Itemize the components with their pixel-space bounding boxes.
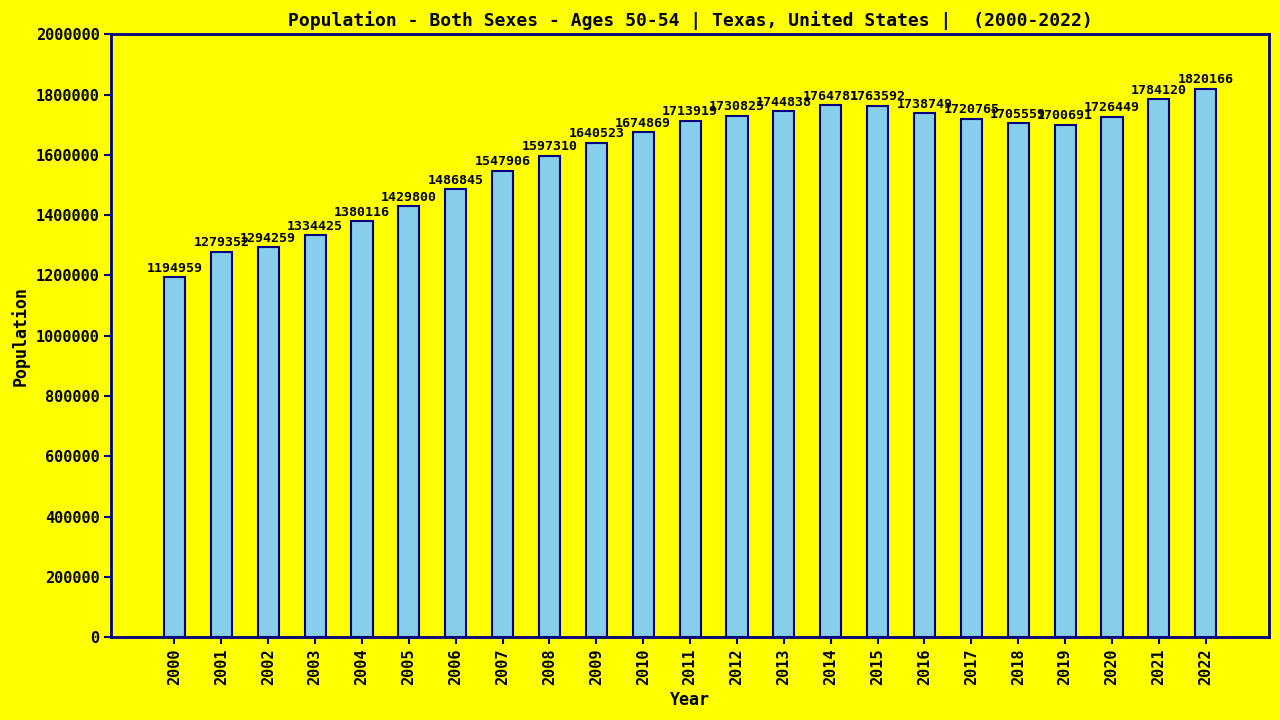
Text: 1720765: 1720765 — [943, 103, 1000, 116]
Bar — [445, 189, 466, 637]
Bar — [305, 235, 325, 637]
Text: 1784120: 1784120 — [1130, 84, 1187, 97]
Text: 1294259: 1294259 — [241, 232, 296, 245]
Text: 1334425: 1334425 — [287, 220, 343, 233]
Text: 1744838: 1744838 — [756, 96, 812, 109]
Text: 1194959: 1194959 — [146, 261, 202, 274]
Text: 1700691: 1700691 — [1037, 109, 1093, 122]
Bar — [1055, 125, 1075, 637]
Bar — [773, 112, 795, 637]
Bar — [727, 115, 748, 637]
X-axis label: Year: Year — [671, 691, 710, 709]
Text: 1429800: 1429800 — [381, 191, 436, 204]
Bar — [867, 106, 888, 637]
Text: 1279352: 1279352 — [193, 236, 250, 249]
Bar — [914, 113, 934, 637]
Bar — [961, 119, 982, 637]
Bar — [820, 105, 841, 637]
Bar — [1007, 123, 1029, 637]
Bar — [1101, 117, 1123, 637]
Bar — [257, 247, 279, 637]
Bar — [539, 156, 561, 637]
Bar — [586, 143, 607, 637]
Bar — [1196, 89, 1216, 637]
Text: 1820166: 1820166 — [1178, 73, 1234, 86]
Bar — [492, 171, 513, 637]
Text: 1547906: 1547906 — [475, 156, 531, 168]
Text: 1486845: 1486845 — [428, 174, 484, 186]
Bar — [352, 221, 372, 637]
Text: 1738749: 1738749 — [896, 98, 952, 111]
Bar — [1148, 99, 1170, 637]
Text: 1640523: 1640523 — [568, 127, 625, 140]
Bar — [211, 251, 232, 637]
Text: 1380116: 1380116 — [334, 206, 390, 219]
Text: 1597310: 1597310 — [521, 140, 577, 153]
Title: Population - Both Sexes - Ages 50-54 | Texas, United States |  (2000-2022): Population - Both Sexes - Ages 50-54 | T… — [288, 11, 1093, 30]
Bar — [632, 132, 654, 637]
Bar — [398, 206, 420, 637]
Text: 1726449: 1726449 — [1084, 102, 1140, 114]
Bar — [680, 121, 700, 637]
Bar — [164, 277, 186, 637]
Text: 1713919: 1713919 — [662, 105, 718, 118]
Text: 1730825: 1730825 — [709, 100, 765, 113]
Text: 1763592: 1763592 — [850, 90, 906, 103]
Y-axis label: Population: Population — [12, 286, 31, 386]
Text: 1705559: 1705559 — [991, 108, 1046, 121]
Text: 1764781: 1764781 — [803, 90, 859, 103]
Text: 1674869: 1674869 — [616, 117, 671, 130]
